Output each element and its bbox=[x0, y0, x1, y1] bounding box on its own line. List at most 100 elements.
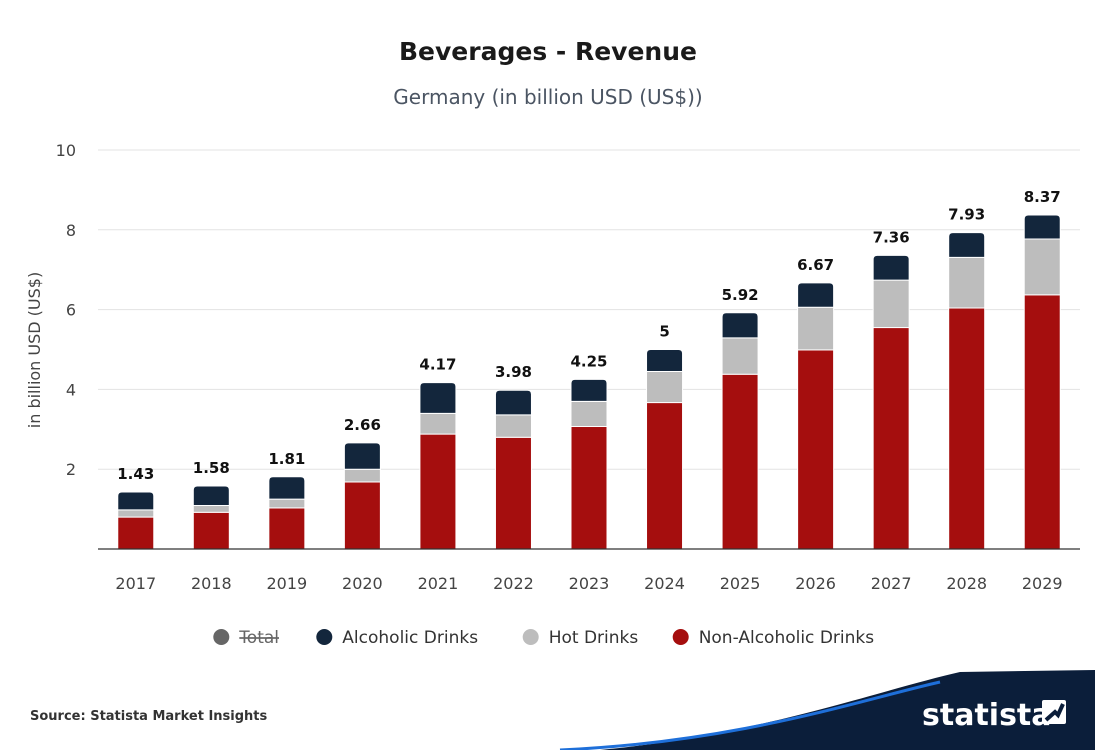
x-tick-label: 2019 bbox=[266, 574, 307, 593]
bar-stack bbox=[721, 312, 759, 550]
y-tick-label: 8 bbox=[66, 221, 76, 240]
legend-label: Non-Alcoholic Drinks bbox=[699, 628, 875, 648]
y-tick-label: 6 bbox=[66, 301, 76, 320]
bar-alcoholic-drinks bbox=[494, 389, 532, 416]
source-note: Source: Statista Market Insights bbox=[30, 709, 268, 724]
legend-marker bbox=[213, 629, 230, 645]
legend-label: Alcoholic Drinks bbox=[342, 628, 478, 648]
x-tick-label: 2024 bbox=[644, 574, 685, 593]
legend-item-total[interactable]: Total bbox=[213, 628, 279, 648]
total-label: 4.25 bbox=[570, 352, 607, 370]
bar-alcoholic-drinks bbox=[268, 476, 306, 500]
bar-alcoholic-drinks bbox=[192, 485, 230, 507]
bar-non-alcoholic-drinks bbox=[419, 433, 457, 550]
bar-alcoholic-drinks bbox=[721, 312, 759, 339]
bar-alcoholic-drinks bbox=[797, 282, 835, 308]
bar-hot-drinks bbox=[419, 412, 457, 435]
bar-stack bbox=[117, 491, 155, 550]
bar-non-alcoholic-drinks bbox=[343, 481, 381, 550]
x-tick-label: 2020 bbox=[342, 574, 383, 593]
bars bbox=[117, 214, 1061, 550]
x-tick-label: 2029 bbox=[1022, 574, 1063, 593]
bar-non-alcoholic-drinks bbox=[646, 402, 684, 550]
bar-stack bbox=[872, 254, 910, 550]
bar-hot-drinks bbox=[192, 505, 230, 513]
total-label: 6.67 bbox=[797, 256, 834, 274]
bar-hot-drinks bbox=[872, 279, 910, 329]
legend-item-alcoholic-drinks[interactable]: Alcoholic Drinks bbox=[316, 628, 478, 648]
x-tick-label: 2028 bbox=[946, 574, 987, 593]
bar-non-alcoholic-drinks bbox=[268, 507, 306, 550]
bar-stack bbox=[1023, 214, 1061, 550]
x-tick-label: 2017 bbox=[115, 574, 156, 593]
bar-hot-drinks bbox=[570, 400, 608, 428]
total-label: 8.37 bbox=[1024, 188, 1061, 206]
bar-hot-drinks bbox=[343, 468, 381, 483]
total-label: 4.17 bbox=[419, 356, 456, 374]
bar-hot-drinks bbox=[797, 306, 835, 351]
bar-stack bbox=[494, 389, 532, 550]
x-tick-label: 2021 bbox=[418, 574, 459, 593]
x-tick-label: 2027 bbox=[871, 574, 912, 593]
legend-label: Hot Drinks bbox=[549, 628, 639, 648]
bar-stack bbox=[646, 349, 684, 550]
total-label: 3.98 bbox=[495, 363, 532, 381]
bar-non-alcoholic-drinks bbox=[721, 373, 759, 550]
x-tick-label: 2025 bbox=[720, 574, 761, 593]
statista-mark-icon bbox=[1042, 700, 1066, 724]
legend-marker bbox=[316, 629, 333, 645]
legend-item-hot-drinks[interactable]: Hot Drinks bbox=[522, 628, 639, 648]
bar-hot-drinks bbox=[268, 498, 306, 509]
bar-non-alcoholic-drinks bbox=[117, 516, 155, 550]
legend-marker bbox=[522, 629, 539, 645]
y-axis-ticks: 2 4 6 8 10 bbox=[56, 141, 76, 479]
bar-hot-drinks bbox=[948, 256, 986, 309]
gridlines bbox=[98, 149, 1080, 470]
bar-stack bbox=[419, 382, 457, 550]
total-label: 7.93 bbox=[948, 206, 985, 224]
bar-hot-drinks bbox=[1023, 238, 1061, 296]
legend-label: Total bbox=[238, 628, 279, 648]
x-tick-label: 2022 bbox=[493, 574, 534, 593]
y-tick-label: 4 bbox=[66, 380, 76, 399]
bar-non-alcoholic-drinks bbox=[797, 349, 835, 550]
bar-alcoholic-drinks bbox=[646, 349, 684, 372]
bar-non-alcoholic-drinks bbox=[494, 436, 532, 550]
bar-non-alcoholic-drinks bbox=[192, 511, 230, 550]
bar-alcoholic-drinks bbox=[872, 254, 910, 281]
total-label: 1.58 bbox=[193, 459, 230, 477]
bar-non-alcoholic-drinks bbox=[570, 426, 608, 550]
bar-hot-drinks bbox=[721, 337, 759, 375]
bar-stack bbox=[948, 232, 986, 550]
total-label: 5.92 bbox=[722, 286, 759, 304]
x-axis-ticks: 2017 2018 2019 2020 2021 2022 2023 2024 2025 2026… bbox=[115, 574, 1062, 593]
bar-stack bbox=[343, 442, 381, 550]
x-tick-label: 2026 bbox=[795, 574, 836, 593]
bar-hot-drinks bbox=[494, 414, 532, 438]
total-label: 7.36 bbox=[873, 228, 910, 246]
bar-stack bbox=[192, 485, 230, 550]
y-tick-label: 10 bbox=[56, 141, 76, 160]
legend: Total Alcoholic Drinks Hot Drinks Non-Alcoh… bbox=[213, 628, 874, 648]
y-axis-label: in billion USD (US$) bbox=[25, 272, 44, 428]
y-tick-label: 2 bbox=[66, 460, 76, 479]
statista-logo: statista bbox=[559, 670, 1095, 750]
legend-marker bbox=[672, 629, 689, 645]
x-tick-label: 2018 bbox=[191, 574, 232, 593]
total-label: 2.66 bbox=[344, 416, 381, 434]
footer-wave-accent bbox=[559, 680, 941, 750]
bar-alcoholic-drinks bbox=[343, 442, 381, 470]
bar-alcoholic-drinks bbox=[1023, 214, 1061, 240]
bar-non-alcoholic-drinks bbox=[872, 327, 910, 550]
brand-name: statista bbox=[922, 698, 1052, 733]
bar-alcoholic-drinks bbox=[117, 491, 155, 511]
footer-wave bbox=[600, 670, 1095, 750]
bar-non-alcoholic-drinks bbox=[1023, 294, 1061, 550]
bar-alcoholic-drinks bbox=[570, 378, 608, 402]
data-labels: 1.43 1.58 1.81 2.66 4.17 3.98 4.25 5 5.92 6.67 7.3… bbox=[117, 188, 1060, 483]
bar-non-alcoholic-drinks bbox=[948, 307, 986, 550]
legend-item-non-alcoholic-drinks[interactable]: Non-Alcoholic Drinks bbox=[672, 628, 875, 648]
chart-title: Beverages - Revenue bbox=[399, 37, 697, 66]
bar-alcoholic-drinks bbox=[419, 382, 457, 414]
bar-hot-drinks bbox=[117, 509, 155, 518]
